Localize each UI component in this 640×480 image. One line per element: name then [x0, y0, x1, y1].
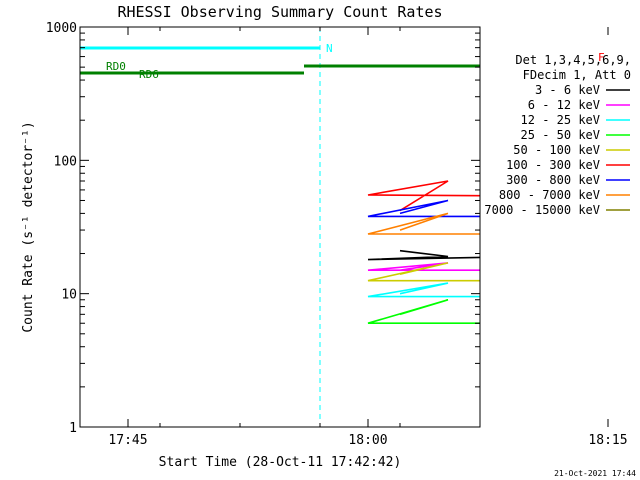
- flare-label: F: [598, 51, 605, 64]
- legend-entry-label: 12 - 25 keV: [521, 113, 600, 127]
- series-line-0: [367, 249, 480, 261]
- legend-entry-label: 50 - 100 keV: [513, 143, 600, 157]
- legend-entry-label: 300 - 800 keV: [506, 173, 600, 187]
- y-tick-label: 100: [54, 154, 77, 169]
- legend-header-line-1: Det 1,3,4,5,6,9,: [515, 53, 631, 67]
- series-line-1: [367, 262, 480, 272]
- plot-frame: [79, 26, 481, 428]
- y-axis-label: Count Rate (s⁻¹ detector⁻¹): [21, 121, 36, 332]
- y-tick-label: 1000: [46, 21, 77, 36]
- x-tick-label: 17:45: [108, 433, 147, 448]
- legend-entry-label: 6 - 12 keV: [528, 98, 600, 112]
- y-axis: 1 10 100 1000: [46, 21, 480, 436]
- legend-entry-label: 25 - 50 keV: [521, 128, 600, 142]
- generation-timestamp: 21-Oct-2021 17:44: [554, 469, 636, 478]
- night-label: N: [326, 42, 333, 55]
- y-tick-label: 1: [69, 421, 77, 436]
- legend-entry-label: 800 - 7000 keV: [499, 188, 600, 202]
- chart-title: RHESSI Observing Summary Count Rates: [117, 3, 442, 21]
- x-tick-label: 18:00: [348, 433, 387, 448]
- x-tick-label: 18:15: [588, 433, 627, 448]
- legend-entry-label: 3 - 6 keV: [535, 83, 600, 97]
- y-tick-label: 10: [61, 288, 77, 303]
- rd0-label: RD0: [106, 60, 126, 73]
- legend-entry-label: 100 - 300 keV: [506, 158, 600, 172]
- plot-area: NRD0RD6FS: [79, 26, 605, 428]
- rd6-label: RD6: [139, 68, 159, 81]
- legend-entry-label: 7000 - 15000 keV: [484, 203, 600, 217]
- series-line-2: [367, 282, 480, 298]
- legend: Det 1,3,4,5,6,9, FDecim 1, Att 0 3 - 6 k…: [484, 53, 631, 217]
- legend-header-line-2: FDecim 1, Att 0: [523, 68, 631, 82]
- x-axis-label: Start Time (28-Oct-11 17:42:42): [159, 455, 402, 470]
